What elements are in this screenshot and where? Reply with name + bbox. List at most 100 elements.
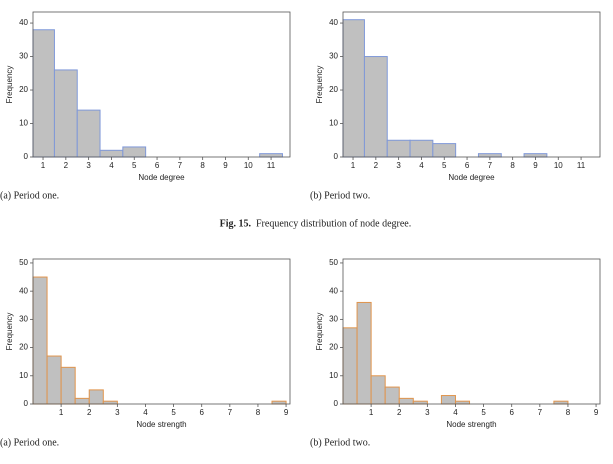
- bar: [32, 29, 55, 158]
- x-tick-label: 2: [374, 161, 379, 170]
- x-tick-label: 7: [488, 161, 493, 170]
- x-tick-label: 6: [199, 408, 204, 417]
- x-tick-label: 1: [59, 408, 64, 417]
- x-tick-label: 7: [538, 408, 543, 417]
- y-tick-label: 40: [19, 286, 28, 295]
- y-tick-label: 20: [19, 343, 28, 352]
- figure-label: Fig. 15.: [220, 218, 252, 229]
- x-tick-label: 10: [244, 161, 253, 170]
- bar: [53, 69, 78, 158]
- x-axis-label: Node degree: [138, 173, 185, 182]
- x-tick-label: 4: [109, 161, 114, 170]
- x-tick-label: 6: [465, 161, 470, 170]
- x-tick-label: 8: [256, 408, 261, 417]
- plot-frame: [32, 11, 291, 158]
- x-tick-label: 7: [178, 161, 183, 170]
- caption: (a) Period one.: [0, 190, 59, 201]
- bar: [363, 56, 388, 158]
- bar: [32, 276, 48, 405]
- x-tick-label: 3: [115, 408, 120, 417]
- x-tick-label: 1: [369, 408, 374, 417]
- y-axis-label: Frequency: [315, 66, 324, 104]
- x-tick-label: 6: [155, 161, 160, 170]
- x-tick-label: 10: [554, 161, 563, 170]
- y-tick-label: 50: [19, 258, 28, 267]
- x-tick-label: 2: [87, 408, 92, 417]
- bar: [432, 143, 457, 158]
- y-tick-label: 40: [19, 18, 28, 27]
- x-tick-label: 8: [510, 161, 515, 170]
- x-tick-label: 5: [132, 161, 137, 170]
- y-tick-label: 20: [19, 85, 28, 94]
- bar: [74, 397, 90, 405]
- bar: [553, 400, 569, 405]
- y-tick-label: 20: [329, 343, 338, 352]
- y-tick-label: 10: [329, 371, 338, 380]
- x-tick-label: 9: [284, 408, 289, 417]
- bar: [46, 355, 62, 405]
- bar: [409, 139, 434, 158]
- x-tick-label: 9: [594, 408, 599, 417]
- y-axis-label: Frequency: [5, 313, 14, 351]
- bar: [102, 400, 118, 405]
- y-tick-label: 40: [329, 286, 338, 295]
- bar: [370, 375, 386, 405]
- bar: [384, 386, 400, 405]
- y-tick-label: 30: [19, 314, 28, 323]
- x-tick-label: 3: [396, 161, 401, 170]
- x-tick-label: 4: [453, 408, 458, 417]
- plot-frame: [342, 11, 601, 158]
- x-tick-label: 2: [64, 161, 69, 170]
- caption: (b) Period two.: [310, 190, 370, 201]
- bar: [523, 153, 548, 158]
- y-axis-label: Frequency: [5, 66, 14, 104]
- y-tick-label: 40: [329, 18, 338, 27]
- y-tick-label: 0: [24, 152, 29, 161]
- bar: [477, 153, 502, 158]
- bar: [259, 153, 283, 158]
- x-tick-label: 6: [509, 408, 514, 417]
- caption: (b) Period two.: [310, 437, 370, 448]
- x-tick-label: 2: [397, 408, 402, 417]
- y-tick-label: 50: [329, 258, 338, 267]
- x-axis-label: Node strength: [136, 420, 186, 429]
- y-tick-label: 0: [24, 399, 29, 408]
- bar: [60, 366, 76, 405]
- x-axis-label: Node degree: [448, 173, 495, 182]
- bar: [398, 397, 414, 405]
- plot-frame: [342, 258, 601, 405]
- x-tick-label: 8: [200, 161, 205, 170]
- bar: [386, 139, 411, 158]
- x-tick-label: 3: [86, 161, 91, 170]
- x-tick-label: 11: [267, 161, 276, 170]
- y-tick-label: 10: [19, 371, 28, 380]
- bar: [271, 400, 287, 405]
- figure-caption: Frequency distribution of node degree.: [256, 218, 411, 229]
- x-axis-label: Node strength: [446, 420, 496, 429]
- bar: [454, 400, 471, 405]
- bar: [88, 389, 104, 405]
- bar: [76, 109, 101, 158]
- bar: [440, 395, 456, 405]
- x-tick-label: 5: [442, 161, 447, 170]
- bar: [356, 301, 372, 405]
- y-tick-label: 10: [329, 119, 338, 128]
- bar: [342, 19, 365, 158]
- caption: (a) Period one.: [0, 437, 59, 448]
- y-tick-label: 10: [19, 119, 28, 128]
- y-tick-label: 30: [329, 52, 338, 61]
- x-tick-label: 5: [171, 408, 176, 417]
- x-tick-label: 5: [481, 408, 486, 417]
- x-tick-label: 9: [223, 161, 228, 170]
- x-tick-label: 4: [419, 161, 424, 170]
- x-tick-label: 11: [577, 161, 586, 170]
- x-tick-label: 3: [425, 408, 430, 417]
- y-axis-label: Frequency: [315, 313, 324, 351]
- y-tick-label: 0: [334, 399, 339, 408]
- x-tick-label: 1: [351, 161, 356, 170]
- y-tick-label: 0: [334, 152, 339, 161]
- y-tick-label: 30: [329, 314, 338, 323]
- y-tick-label: 20: [329, 85, 338, 94]
- x-tick-label: 9: [533, 161, 538, 170]
